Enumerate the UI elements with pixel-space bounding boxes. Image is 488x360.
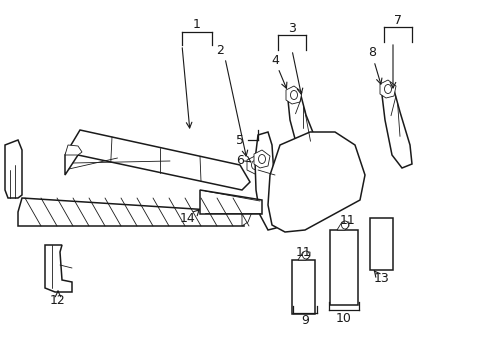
Polygon shape (329, 230, 357, 305)
Polygon shape (253, 150, 269, 168)
Text: 9: 9 (301, 314, 308, 327)
Polygon shape (242, 205, 251, 226)
Polygon shape (285, 86, 302, 104)
Text: 11: 11 (340, 213, 355, 226)
Ellipse shape (290, 90, 297, 99)
Text: 7: 7 (393, 13, 401, 27)
Text: 6: 6 (236, 153, 244, 166)
Polygon shape (5, 140, 22, 198)
Polygon shape (45, 245, 72, 292)
Ellipse shape (302, 251, 309, 259)
Text: 13: 13 (373, 271, 389, 284)
Text: 3: 3 (287, 22, 295, 35)
Polygon shape (336, 222, 348, 230)
Polygon shape (287, 92, 317, 160)
Polygon shape (246, 156, 263, 174)
Polygon shape (291, 260, 314, 314)
Ellipse shape (258, 154, 265, 163)
Text: 2: 2 (216, 44, 224, 57)
Text: 12: 12 (50, 293, 66, 306)
Ellipse shape (384, 85, 391, 94)
Polygon shape (369, 218, 392, 270)
Text: 11: 11 (296, 246, 311, 258)
Ellipse shape (251, 161, 258, 170)
Polygon shape (267, 132, 364, 232)
Text: 4: 4 (270, 54, 278, 67)
Text: 1: 1 (193, 18, 201, 31)
Polygon shape (65, 130, 249, 190)
Text: 8: 8 (367, 46, 375, 59)
Text: 10: 10 (335, 311, 351, 324)
Polygon shape (65, 145, 82, 155)
Polygon shape (379, 80, 395, 98)
Ellipse shape (341, 221, 348, 229)
Polygon shape (18, 198, 244, 226)
Polygon shape (200, 190, 262, 214)
Text: 5: 5 (236, 134, 244, 147)
Polygon shape (381, 90, 411, 168)
Polygon shape (297, 252, 309, 260)
Polygon shape (254, 132, 278, 230)
Text: 14: 14 (180, 211, 196, 225)
